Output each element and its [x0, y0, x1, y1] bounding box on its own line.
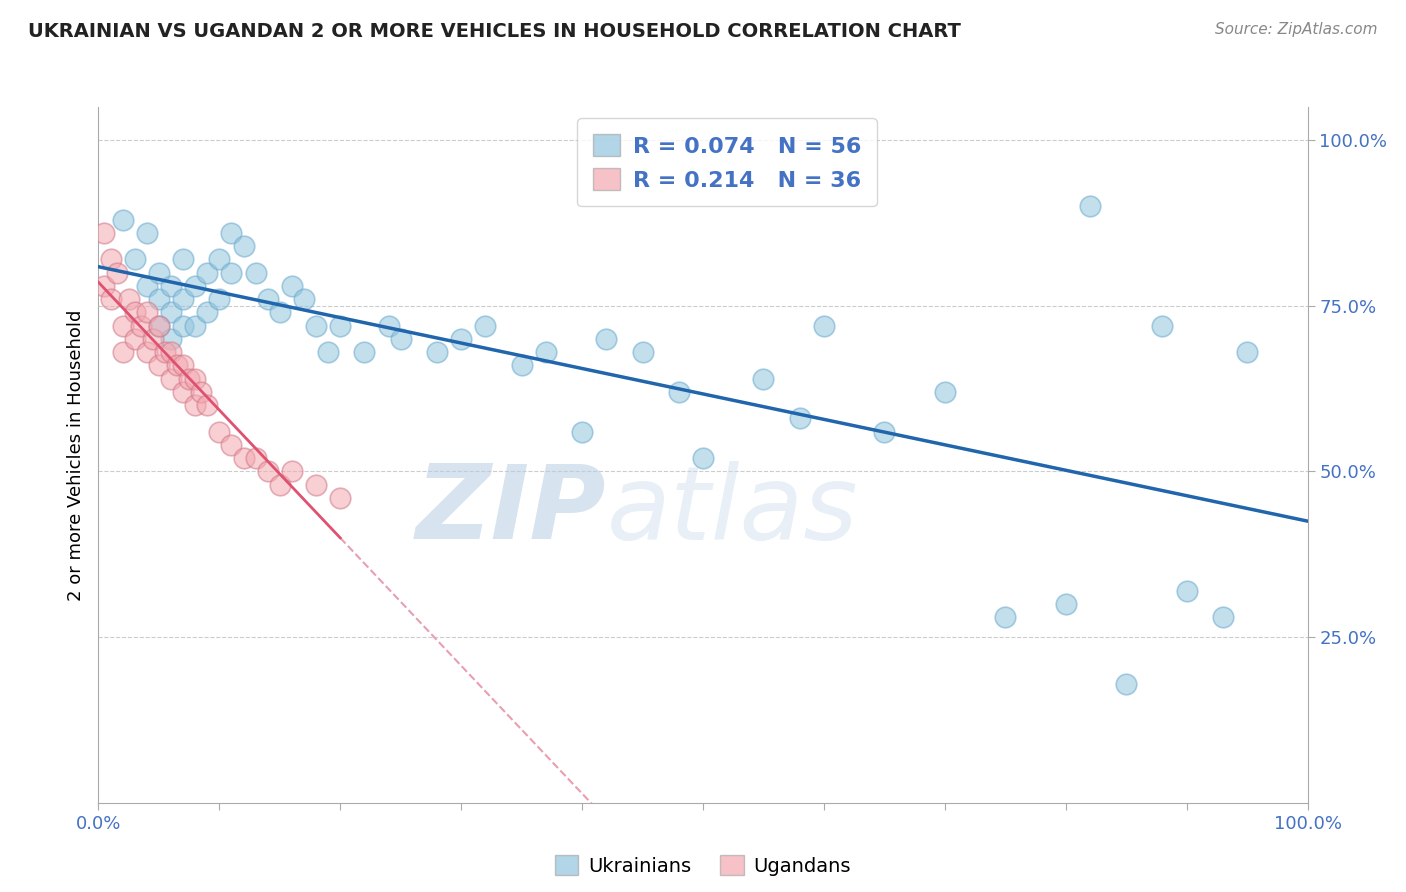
Point	[195, 398, 218, 412]
Point	[269, 477, 291, 491]
Point	[316, 345, 339, 359]
Point	[281, 279, 304, 293]
Point	[305, 477, 328, 491]
Point	[172, 384, 194, 399]
Point	[153, 345, 176, 359]
Point	[100, 292, 122, 306]
Point	[160, 372, 183, 386]
Point	[195, 305, 218, 319]
Point	[221, 266, 243, 280]
Point	[166, 359, 188, 373]
Text: UKRAINIAN VS UGANDAN 2 OR MORE VEHICLES IN HOUSEHOLD CORRELATION CHART: UKRAINIAN VS UGANDAN 2 OR MORE VEHICLES …	[28, 22, 960, 41]
Point	[93, 279, 115, 293]
Point	[184, 398, 207, 412]
Point	[148, 318, 170, 333]
Point	[124, 305, 146, 319]
Point	[172, 292, 194, 306]
Point	[221, 226, 243, 240]
Point	[111, 345, 134, 359]
Point	[184, 318, 207, 333]
Point	[221, 438, 243, 452]
Point	[1236, 345, 1258, 359]
Point	[232, 451, 254, 466]
Point	[595, 332, 617, 346]
Point	[160, 279, 183, 293]
Y-axis label: 2 or more Vehicles in Household: 2 or more Vehicles in Household	[66, 310, 84, 600]
Point	[135, 345, 157, 359]
Point	[172, 318, 194, 333]
Point	[118, 292, 141, 306]
Point	[873, 425, 896, 439]
Point	[474, 318, 496, 333]
Point	[1175, 583, 1198, 598]
Point	[631, 345, 654, 359]
Point	[190, 384, 212, 399]
Point	[148, 292, 170, 306]
Point	[813, 318, 835, 333]
Point	[377, 318, 399, 333]
Point	[329, 491, 352, 505]
Point	[184, 372, 207, 386]
Text: ZIP: ZIP	[416, 460, 606, 561]
Point	[281, 465, 304, 479]
Point	[292, 292, 315, 306]
Point	[148, 318, 170, 333]
Point	[195, 266, 218, 280]
Point	[93, 226, 115, 240]
Point	[668, 384, 690, 399]
Point	[111, 212, 134, 227]
Point	[692, 451, 714, 466]
Text: Source: ZipAtlas.com: Source: ZipAtlas.com	[1215, 22, 1378, 37]
Point	[1152, 318, 1174, 333]
Point	[245, 266, 267, 280]
Point	[256, 465, 278, 479]
Legend: Ukrainians, Ugandans: Ukrainians, Ugandans	[547, 847, 859, 884]
Point	[450, 332, 472, 346]
Point	[124, 252, 146, 267]
Point	[353, 345, 375, 359]
Point	[148, 359, 170, 373]
Point	[1115, 676, 1137, 690]
Point	[426, 345, 449, 359]
Point	[208, 292, 231, 306]
Point	[1212, 610, 1234, 624]
Point	[111, 318, 134, 333]
Point	[534, 345, 557, 359]
Text: atlas: atlas	[606, 460, 858, 560]
Point	[135, 305, 157, 319]
Point	[135, 279, 157, 293]
Point	[389, 332, 412, 346]
Point	[1054, 597, 1077, 611]
Point	[124, 332, 146, 346]
Point	[160, 332, 183, 346]
Point	[177, 372, 201, 386]
Point	[135, 226, 157, 240]
Point	[105, 266, 128, 280]
Point	[129, 318, 152, 333]
Point	[208, 252, 231, 267]
Point	[232, 239, 254, 253]
Point	[329, 318, 352, 333]
Point	[148, 266, 170, 280]
Point	[994, 610, 1017, 624]
Point	[934, 384, 956, 399]
Point	[160, 345, 183, 359]
Point	[142, 332, 165, 346]
Point	[172, 252, 194, 267]
Point	[100, 252, 122, 267]
Point	[510, 359, 533, 373]
Point	[245, 451, 267, 466]
Point	[752, 372, 775, 386]
Point	[184, 279, 207, 293]
Point	[172, 359, 194, 373]
Point	[1078, 199, 1101, 213]
Point	[789, 411, 811, 425]
Point	[305, 318, 328, 333]
Point	[269, 305, 291, 319]
Point	[208, 425, 231, 439]
Point	[160, 305, 183, 319]
Point	[571, 425, 593, 439]
Point	[256, 292, 278, 306]
